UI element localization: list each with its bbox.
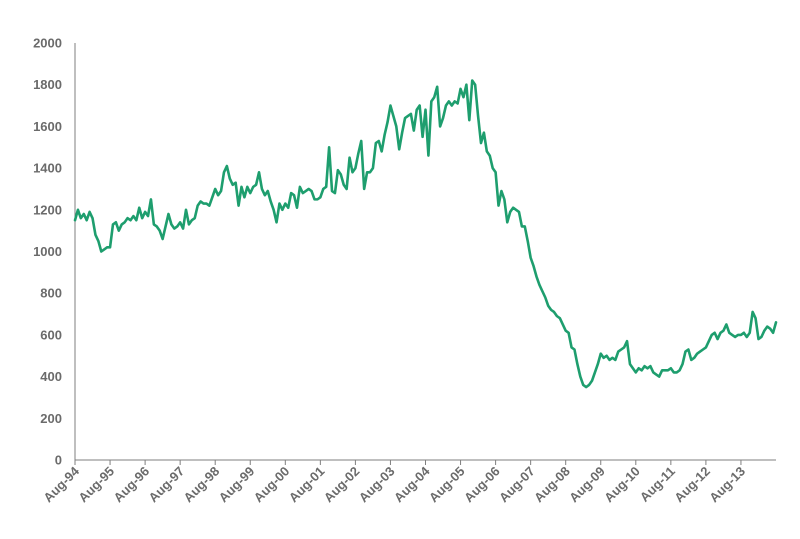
x-tick-label: Aug-13 xyxy=(706,464,748,506)
y-tick-label: 800 xyxy=(40,286,62,301)
x-axis-ticks: Aug-94Aug-95Aug-96Aug-97Aug-98Aug-99Aug-… xyxy=(40,460,748,505)
x-tick-label: Aug-09 xyxy=(566,464,608,506)
x-tick-label: Aug-12 xyxy=(671,464,713,506)
x-tick-label: Aug-97 xyxy=(146,464,188,506)
y-tick-label: 1800 xyxy=(33,77,62,92)
y-tick-label: 0 xyxy=(55,453,62,468)
x-tick-label: Aug-04 xyxy=(391,463,433,505)
x-tick-label: Aug-98 xyxy=(181,464,223,506)
y-tick-label: 1600 xyxy=(33,119,62,134)
x-tick-label: Aug-00 xyxy=(251,464,293,506)
y-tick-label: 1400 xyxy=(33,161,62,176)
x-tick-label: Aug-95 xyxy=(75,464,117,506)
x-tick-label: Aug-94 xyxy=(40,463,82,505)
y-tick-label: 1000 xyxy=(33,244,62,259)
x-tick-label: Aug-01 xyxy=(286,464,328,506)
y-tick-label: 600 xyxy=(40,327,62,342)
x-tick-label: Aug-07 xyxy=(496,464,538,506)
series-group xyxy=(73,79,778,389)
series-line xyxy=(73,79,778,389)
y-tick-label: 2000 xyxy=(33,36,62,51)
y-axis-ticks: 0 200 400 600 800 1000 1200 1400 1600 1800 2000 xyxy=(33,36,62,468)
x-tick-label: Aug-11 xyxy=(637,464,678,505)
x-tick-label: Aug-05 xyxy=(426,464,468,506)
x-tick-label: Aug-06 xyxy=(461,464,503,506)
x-tick-label: Aug-99 xyxy=(216,464,258,506)
x-tick-label: Aug-02 xyxy=(321,464,363,506)
y-tick-label: 400 xyxy=(40,369,62,384)
x-tick-label: Aug-10 xyxy=(601,464,643,506)
x-tick-label: Aug-96 xyxy=(110,464,152,506)
y-tick-label: 200 xyxy=(40,411,62,426)
y-tick-label: 1200 xyxy=(33,202,62,217)
x-tick-label: Aug-03 xyxy=(356,464,398,506)
x-tick-label: Aug-08 xyxy=(531,464,573,506)
